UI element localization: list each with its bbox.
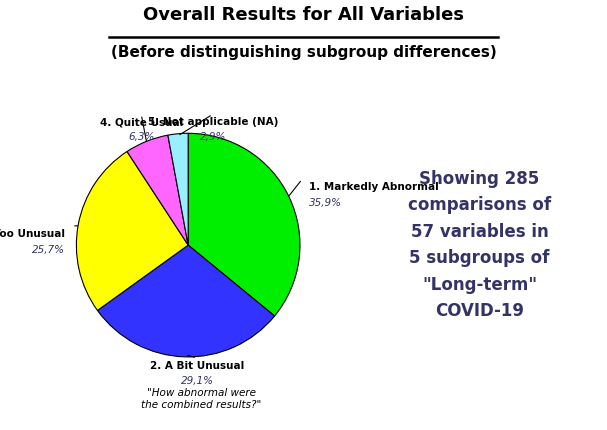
Text: 2. A Bit Unusual: 2. A Bit Unusual <box>150 361 244 371</box>
Text: 29,1%: 29,1% <box>181 377 214 387</box>
Wedge shape <box>76 151 188 310</box>
Wedge shape <box>127 135 188 245</box>
Text: 2,9%: 2,9% <box>200 132 226 141</box>
Text: 25,7%: 25,7% <box>32 245 65 255</box>
Text: "How abnormal were
the combined results?": "How abnormal were the combined results?… <box>141 388 262 410</box>
Wedge shape <box>168 133 188 245</box>
Wedge shape <box>188 133 300 316</box>
Text: 5. Not applicable (NA): 5. Not applicable (NA) <box>148 117 278 127</box>
Text: 3. Not Too Unusual: 3. Not Too Unusual <box>0 229 65 239</box>
Text: 6,3%: 6,3% <box>128 132 154 141</box>
Wedge shape <box>98 245 274 357</box>
Text: Overall Results for All Variables: Overall Results for All Variables <box>143 6 464 24</box>
Text: (Before distinguishing subgroup differences): (Before distinguishing subgroup differen… <box>110 45 497 60</box>
Text: 4. Quite Usual: 4. Quite Usual <box>100 117 183 127</box>
Text: 1. Markedly Abnormal: 1. Markedly Abnormal <box>309 182 439 192</box>
Text: Showing 285
comparisons of
57 variables in
5 subgroups of
"Long-term"
COVID-19: Showing 285 comparisons of 57 variables … <box>408 170 551 320</box>
Text: 35,9%: 35,9% <box>309 198 342 208</box>
